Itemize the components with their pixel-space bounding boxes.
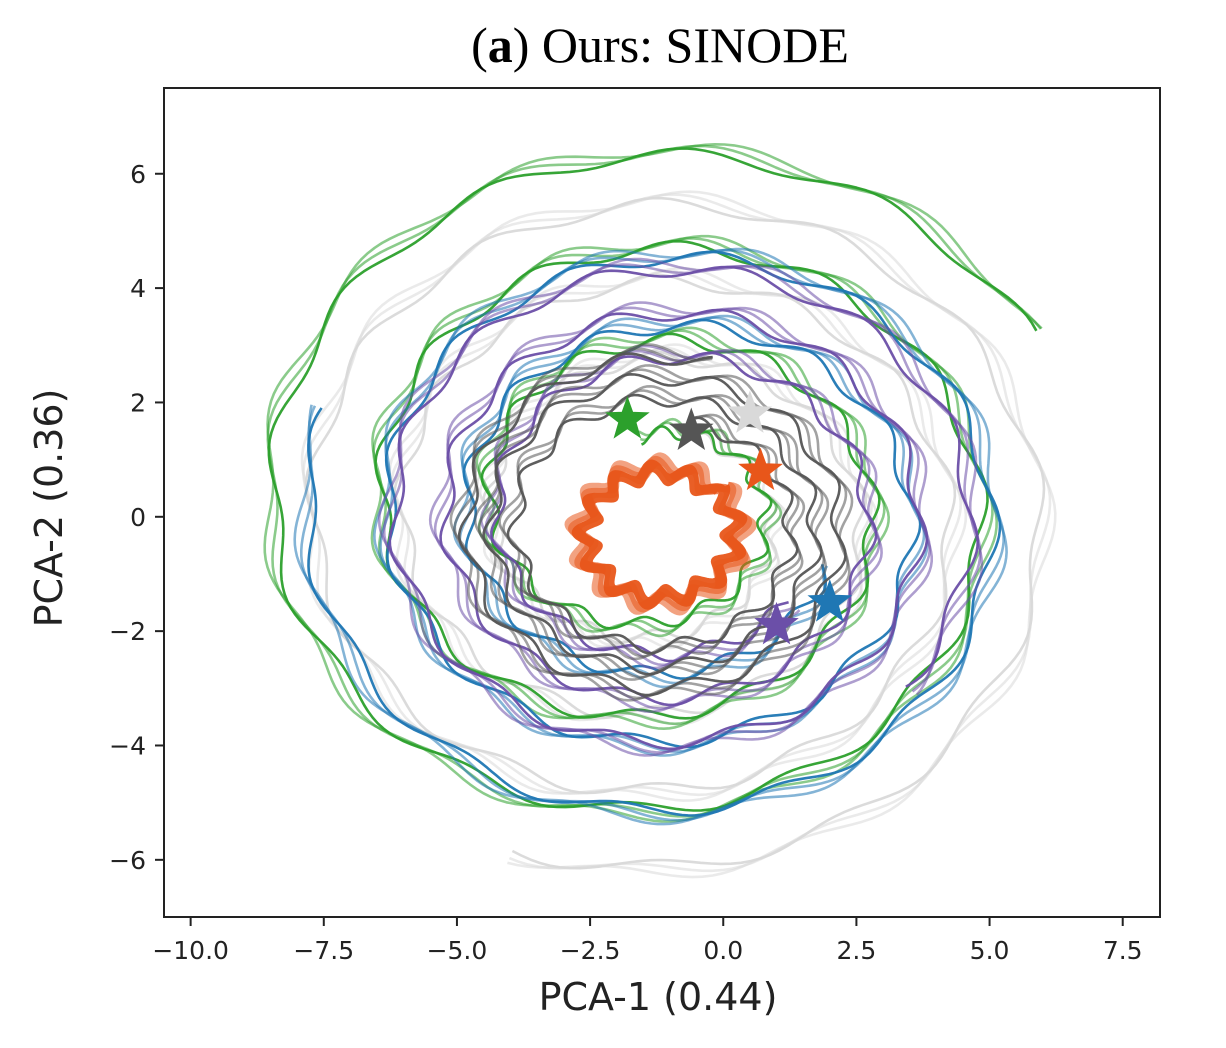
start-point-star-marker <box>727 390 773 433</box>
trajectory-line <box>453 347 849 700</box>
trajectory-line <box>300 190 1057 879</box>
start-point-star-marker <box>668 407 714 450</box>
trajectory-line <box>267 147 1038 812</box>
trajectory-line <box>266 144 1042 818</box>
x-tick-label: −7.5 <box>293 936 354 965</box>
trajectory-line <box>302 193 1052 873</box>
chart-title-rest: ) Ours: SINODE <box>513 17 849 73</box>
start-point-star-marker <box>738 447 783 491</box>
x-tick-label: 2.5 <box>837 936 877 965</box>
start-marker-layer <box>605 390 853 645</box>
trajectory-line <box>263 143 1043 823</box>
y-axis-label: PCA-2 (0.36) <box>27 389 71 628</box>
x-tick-label: 5.0 <box>970 936 1010 965</box>
y-tick-label: −2 <box>109 617 146 646</box>
trajectory-line <box>564 452 757 616</box>
trajectory-line <box>457 352 847 697</box>
start-point-star-marker <box>605 396 650 439</box>
trajectory-layer <box>263 143 1057 879</box>
start-point-star-marker <box>807 579 853 622</box>
trajectory-line <box>293 247 1008 826</box>
chart-title-bold-letter: a <box>488 17 513 73</box>
chart-title: (a) Ours: SINODE <box>471 17 849 73</box>
y-tick-label: 2 <box>130 388 146 417</box>
x-tick-label: −5.0 <box>427 936 488 965</box>
x-tick-label: 0.0 <box>703 936 743 965</box>
x-axis-label: PCA-1 (0.44) <box>539 975 778 1019</box>
plot-frame <box>163 87 1161 918</box>
x-tick-label: 7.5 <box>1103 936 1143 965</box>
y-tick-label: 6 <box>130 160 146 189</box>
y-tick-label: −6 <box>109 846 146 875</box>
x-tick-label: −10.0 <box>152 936 229 965</box>
x-axis-ticks: −10.0 −7.5 −5.0 −2.5 0.0 2.5 5.0 7.5 <box>152 917 1143 965</box>
y-axis-ticks: 6 4 2 0 −2 −4 −6 <box>109 160 164 875</box>
x-tick-label: −2.5 <box>560 936 621 965</box>
trajectory-line <box>377 257 984 757</box>
trajectory-line <box>449 343 854 702</box>
y-tick-label: 4 <box>130 274 146 303</box>
start-point-star-marker <box>754 601 799 645</box>
y-tick-label: −4 <box>109 731 146 760</box>
chart-title-prefix: ( <box>471 17 488 73</box>
trajectory-line <box>382 263 982 754</box>
y-tick-label: 0 <box>130 503 146 532</box>
